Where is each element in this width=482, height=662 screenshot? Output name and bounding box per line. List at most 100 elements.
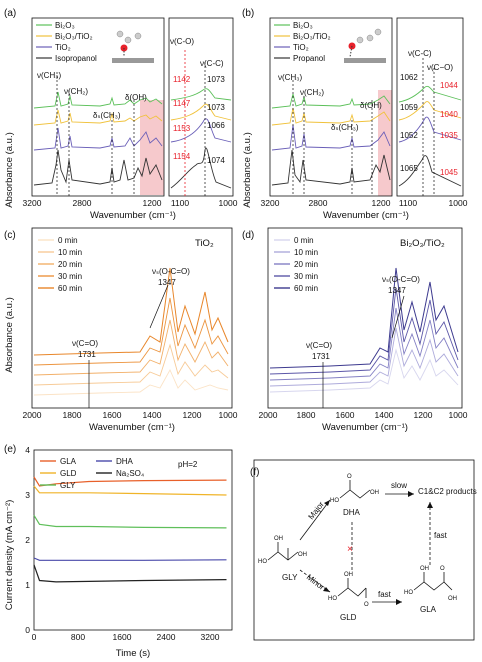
tick-label: 1000 [219,198,238,208]
peak-value: 1035 [440,131,458,140]
annotation: ν(C-O) [170,37,194,46]
panel-b-ylabel: Absorbance (a.u.) [242,132,253,208]
panel-b-highlight [378,90,392,196]
svg-text:OH: OH [420,566,429,572]
y-tick-label: 0 [25,625,30,635]
peak-value: 1074 [207,156,225,165]
panel-e-frame [33,449,233,631]
peak-value: 1073 [207,75,225,84]
panel-d-tag: Bi₂O₃/TiO₂ [400,238,445,249]
panel-e-ylabel: Current density (mA cm⁻²) [4,500,15,611]
annotation: ν(C=O) [72,339,98,348]
molecule-icon [344,28,386,63]
panel-f: (f) HO OH OH GLY HO O OH DHA HO OH O GLD [250,459,477,641]
legend-item: 0 min [294,236,314,245]
tick-label: 1200 [183,410,202,420]
panel-a-xlabel: Wavenumber (cm⁻¹) [90,210,176,221]
panel-f-frame [253,459,475,641]
tick-label: 2000 [259,410,278,420]
legend-item: 20 min [294,260,318,269]
panel-c-frame [31,227,233,409]
annotation: 1347 [158,278,176,287]
svg-text:OH: OH [298,552,307,558]
annotation: δₛ(CH₃) [93,111,121,120]
annotation: νₛ(O-C=O) [152,267,190,276]
x-tick-label: 2400 [157,632,176,642]
panel-e-xlabel: Time (s) [116,648,150,659]
annotation: ν(C-C) [408,49,432,58]
edge-fast: fast [434,531,448,540]
legend-item: Bi₂O₃ [293,21,313,30]
y-tick-label: 1 [25,580,30,590]
legend-item: DHA [116,457,134,466]
panel-a-spectra [33,88,232,189]
panel-b: (b) Absorbance (a.u.) Bi₂O₃ Bi₂O₃/TiO₂ T… [242,8,468,221]
tick-label: 1000 [449,198,468,208]
annotation: ν(C=O) [306,341,332,350]
series-line-Na₂SO₄ [33,564,227,583]
tick-label: 1200 [143,198,162,208]
peak-value: 1045 [440,168,458,177]
legend-item: Bi₂O₃/TiO₂ [55,32,93,41]
legend-item: Na₂SO₄ [116,469,144,478]
series-line-GLD [33,485,227,496]
annotation: pH=2 [178,460,198,469]
gly-structure: HO OH OH GLY [258,536,307,582]
tick-label: 1200 [372,198,391,208]
svg-text:OH: OH [370,490,379,496]
svg-text:OH: OH [448,596,457,602]
node-dha: DHA [343,508,361,517]
svg-text:HO: HO [328,596,337,602]
svg-text:HO: HO [330,498,339,504]
annotation: ν(CH₃) [278,73,302,82]
panel-b-spectra [271,85,462,187]
blocked-cross-icon: × [347,544,353,555]
series-line-GLA [33,476,227,487]
peak-value: 1147 [173,99,191,108]
legend-item: Bi₂O₃ [55,21,75,30]
panel-e: (e) Current density (mA cm⁻²) 0 800 1600 24… [4,444,233,659]
series-line-DHA [33,557,227,561]
legend-item: Propanol [293,54,325,63]
tick-label: 1200 [414,410,433,420]
panel-d-xlabel: Wavenumber (cm⁻¹) [322,422,408,433]
svg-text:OH: OH [274,536,283,542]
edge-minor: Minor [305,572,327,592]
annotation: δ(OH) [125,93,147,102]
y-tick-label: 4 [25,445,30,455]
svg-text:O: O [347,474,352,480]
panel-c-spectra [33,267,229,396]
panel-a-legend: Bi₂O₃ Bi₂O₃/TiO₂ TiO₂ Isopropanol [36,21,97,63]
panel-f-label: (f) [250,467,259,478]
legend-item: Isopropanol [55,54,97,63]
peak-value: 1154 [173,152,191,161]
reaction-arrows: × [299,491,433,605]
legend-item: GLD [60,469,77,478]
panel-d-frame [267,227,463,409]
edge-fast: fast [378,590,392,599]
x-tick-label: 0 [32,632,37,642]
peak-value: 1040 [440,110,458,119]
peak-value: 1052 [400,131,418,140]
tick-label: 2800 [309,198,328,208]
tick-label: 2000 [23,410,42,420]
panel-a: (a) Absorbance (a.u.) Bi₂O₃ Bi₂O₃/TiO₂ T… [4,8,238,221]
legend-item: 30 min [294,272,318,281]
peak-value: 1059 [400,103,418,112]
peak-value: 1153 [173,124,191,133]
molecule-icon [112,30,154,63]
legend-item: 60 min [294,284,318,293]
tick-label: 1100 [399,198,418,208]
annotation: 1731 [78,350,96,359]
panel-a-right-frame [168,17,234,197]
peak-value: 1062 [400,73,418,82]
panel-b-xlabel: Wavenumber (cm⁻¹) [323,210,409,221]
panel-a-left-frame [31,17,165,197]
peak-value: 1142 [173,75,191,84]
panel-c-legend: 0 min 10 min 20 min 30 min 60 min [38,236,82,293]
svg-text:O: O [440,566,445,572]
y-tick-label: 3 [25,490,30,500]
svg-text:HO: HO [258,559,267,565]
node-gla: GLA [420,605,437,614]
panel-b-left-frame [269,17,393,197]
